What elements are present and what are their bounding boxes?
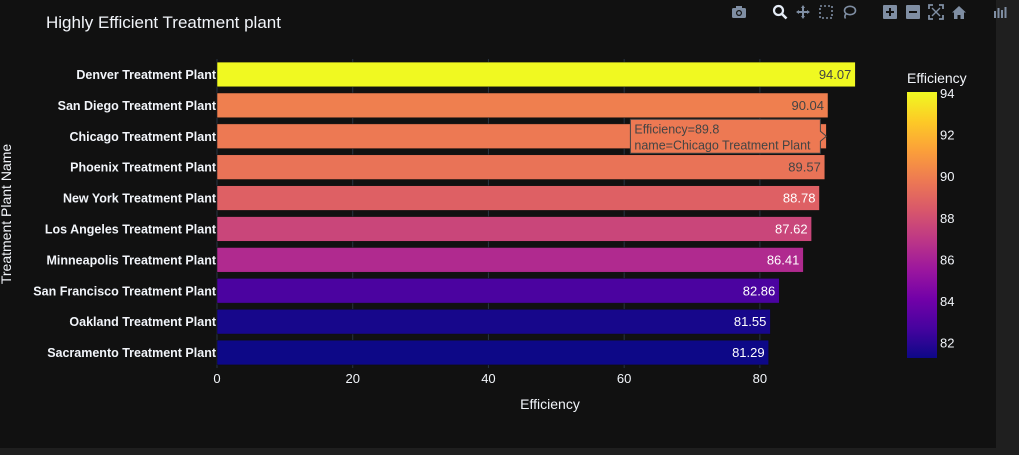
plotly-logo-icon[interactable]	[991, 3, 1009, 21]
camera-icon[interactable]	[730, 3, 748, 21]
pan-icon[interactable]	[794, 3, 812, 21]
colorbar-gradient	[907, 92, 937, 358]
reset-axes-icon[interactable]	[950, 3, 968, 21]
colorbar: Efficiency 82 84 86 88 90 92 94	[907, 70, 967, 358]
autoscale-icon[interactable]	[927, 3, 945, 21]
y-axis-title: Treatment Plant Name	[0, 144, 14, 285]
x-tick-label: 60	[617, 371, 631, 386]
bar-value-label: 81.55	[734, 314, 767, 329]
zoom-in-icon[interactable]	[881, 3, 899, 21]
colorbar-tick-label: 82	[940, 336, 954, 351]
y-tick-label: San Diego Treatment Plant	[58, 99, 217, 113]
zoom-out-icon[interactable]	[904, 3, 922, 21]
y-tick-label: Oakland Treatment Plant	[69, 315, 216, 329]
bar-value-label: 88.78	[783, 191, 816, 206]
hover-text: name=Chicago Treatment Plant	[634, 138, 811, 152]
x-axis-title: Efficiency	[520, 396, 580, 412]
bar[interactable]	[216, 247, 804, 273]
colorbar-tick-label: 88	[940, 211, 954, 226]
y-tick-label: Denver Treatment Plant	[76, 68, 216, 82]
bar-value-label: 81.29	[732, 345, 765, 360]
bar-value-label: 90.04	[791, 98, 824, 113]
bar[interactable]	[216, 154, 826, 180]
x-tick-labels: 0 20 40 60 80	[213, 371, 767, 386]
y-tick-label: San Francisco Treatment Plant	[33, 284, 217, 298]
colorbar-tick-label: 94	[940, 86, 954, 101]
y-tick-label: Minneapolis Treatment Plant	[47, 253, 217, 267]
y-tick-labels: Denver Treatment Plant San Diego Treatmen…	[33, 68, 217, 360]
lasso-select-icon[interactable]	[840, 3, 858, 21]
bar-value-label: 86.41	[767, 252, 800, 267]
hover-tooltip: Efficiency=89.8 name=Chicago Treatment Pl…	[629, 118, 828, 154]
y-tick-label: New York Treatment Plant	[63, 192, 217, 206]
bar-value-label: 89.57	[788, 160, 821, 175]
box-select-icon[interactable]	[817, 3, 835, 21]
zoom-icon[interactable]	[771, 3, 789, 21]
y-tick-label: Chicago Treatment Plant	[69, 130, 216, 144]
bar-value-label: 94.07	[819, 67, 852, 82]
colorbar-tick-label: 86	[940, 252, 954, 267]
bar[interactable]	[216, 185, 820, 211]
bottom-gutter	[0, 448, 996, 455]
bar[interactable]	[216, 216, 812, 242]
colorbar-title: Efficiency	[907, 70, 967, 86]
bar[interactable]	[216, 92, 829, 118]
colorbar-tick-label: 92	[940, 128, 954, 143]
y-tick-label: Sacramento Treatment Plant	[47, 346, 217, 360]
bar[interactable]	[216, 278, 780, 304]
modebar-toolbar	[730, 2, 1014, 22]
bar[interactable]	[216, 339, 769, 366]
x-tick-label: 20	[345, 371, 359, 386]
x-tick-label: 40	[481, 371, 495, 386]
bar[interactable]	[216, 309, 771, 335]
colorbar-tick-label: 84	[940, 294, 954, 309]
hover-box	[629, 118, 828, 154]
chart-title: Highly Efficient Treatment plant	[46, 13, 281, 32]
colorbar-ticks: 82 84 86 88 90 92 94	[940, 86, 954, 351]
y-tick-label: Phoenix Treatment Plant	[70, 161, 217, 175]
scrollbar-gutter[interactable]	[996, 0, 1019, 455]
hover-text: Efficiency=89.8	[634, 122, 719, 136]
y-tick-label: Los Angeles Treatment Plant	[45, 222, 217, 236]
bar-value-label: 87.62	[775, 221, 808, 236]
x-tick-label: 0	[213, 371, 220, 386]
x-tick-label: 80	[753, 371, 767, 386]
colorbar-tick-label: 90	[940, 169, 954, 184]
bar-value-label: 82.86	[743, 283, 776, 298]
bar[interactable]	[216, 61, 856, 88]
